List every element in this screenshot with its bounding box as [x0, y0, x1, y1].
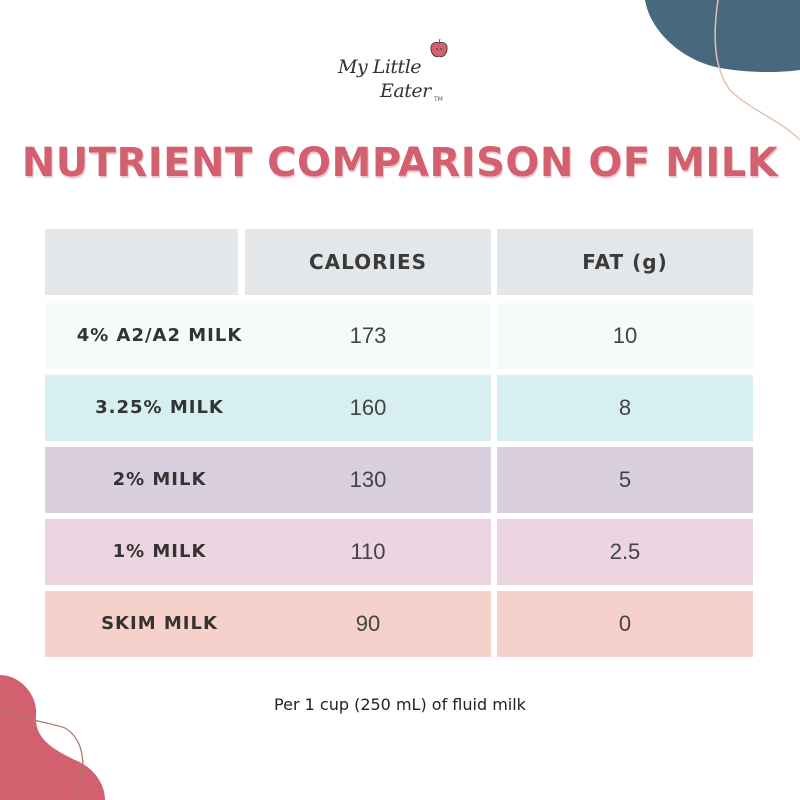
calories-value: 130 [245, 447, 491, 513]
table-row: 4% A2/A2 MILK 173 10 [45, 303, 753, 369]
logo-text-line2: Eater [380, 80, 431, 102]
bottom-left-curve-line [0, 707, 84, 800]
brand-logo: My Little Eater TM [330, 30, 470, 110]
calories-value: 160 [245, 375, 491, 441]
apple-icon [430, 38, 448, 58]
calories-value: 173 [245, 303, 491, 369]
page-title: NUTRIENT COMPARISON OF MILK [21, 140, 779, 186]
fat-value: 8 [497, 375, 753, 441]
calories-value: 110 [245, 519, 491, 585]
row-label: 2% MILK [45, 447, 274, 513]
table-row: 3.25% MILK 160 8 [45, 375, 753, 441]
header-calories: CALORIES [245, 229, 491, 295]
table-header-row: CALORIES FAT (g) [45, 229, 753, 295]
row-label: SKIM MILK [45, 591, 274, 657]
bottom-left-blob [0, 675, 105, 800]
fat-value: 0 [497, 591, 753, 657]
fat-value: 10 [497, 303, 753, 369]
table-row: 1% MILK 110 2.5 [45, 519, 753, 585]
row-label: 3.25% MILK [45, 375, 274, 441]
row-label: 1% MILK [45, 519, 274, 585]
footnote: Per 1 cup (250 mL) of fluid milk [274, 695, 526, 714]
header-empty [45, 229, 238, 295]
table-row: 2% MILK 130 5 [45, 447, 753, 513]
header-fat: FAT (g) [497, 229, 753, 295]
fat-value: 2.5 [497, 519, 753, 585]
trademark: TM [434, 96, 443, 103]
top-right-blob [645, 0, 800, 72]
calories-value: 90 [245, 591, 491, 657]
table-row: SKIM MILK 90 0 [45, 591, 753, 657]
top-right-curve-line [714, 0, 800, 141]
fat-value: 5 [497, 447, 753, 513]
logo-text-line1: My Little [338, 56, 422, 78]
row-label: 4% A2/A2 MILK [45, 303, 274, 369]
